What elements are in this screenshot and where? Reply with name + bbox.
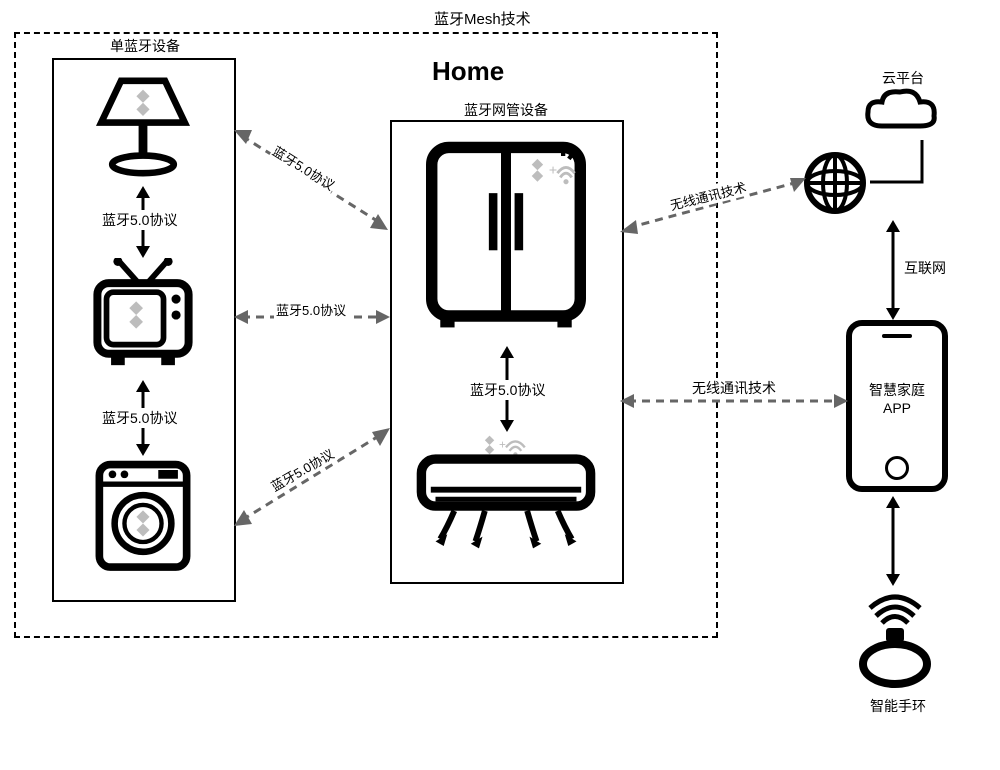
arrow-phone-band <box>878 494 908 588</box>
fridge-icon: + <box>418 136 594 336</box>
tv-icon <box>86 258 200 372</box>
ac-icon: + <box>412 432 600 552</box>
smart-band-icon <box>850 590 940 690</box>
bt50-mid-label: 蓝牙5.0协议 <box>468 380 547 400</box>
gateway-label: 蓝牙网管设备 <box>462 100 550 120</box>
home-title: Home <box>432 56 504 87</box>
app-text-1: 智慧家庭 <box>869 382 925 398</box>
washing-machine-icon <box>86 458 200 578</box>
mesh-label: 蓝牙Mesh技术 <box>432 8 533 29</box>
bt50-label-1: 蓝牙5.0协议 <box>100 210 179 230</box>
cloud-label: 云平台 <box>880 68 926 88</box>
app-text-2: APP <box>883 400 911 416</box>
phone-icon: 智慧家庭 APP <box>846 320 948 492</box>
svg-text:+: + <box>499 439 506 452</box>
arrow-wash-ac <box>232 420 392 530</box>
lamp-icon <box>88 72 198 182</box>
globe-icon <box>800 148 870 218</box>
wireless-label-2: 无线通讯技术 <box>690 378 778 398</box>
band-label: 智能手环 <box>868 696 928 716</box>
single-bt-label: 单蓝牙设备 <box>108 36 182 56</box>
svg-text:+: + <box>549 163 557 179</box>
bt50-label-2: 蓝牙5.0协议 <box>100 408 179 428</box>
internet-label: 互联网 <box>902 258 948 278</box>
arrow-gateway-globe <box>618 170 808 240</box>
bt50-diag2: 蓝牙5.0协议 <box>274 300 348 319</box>
